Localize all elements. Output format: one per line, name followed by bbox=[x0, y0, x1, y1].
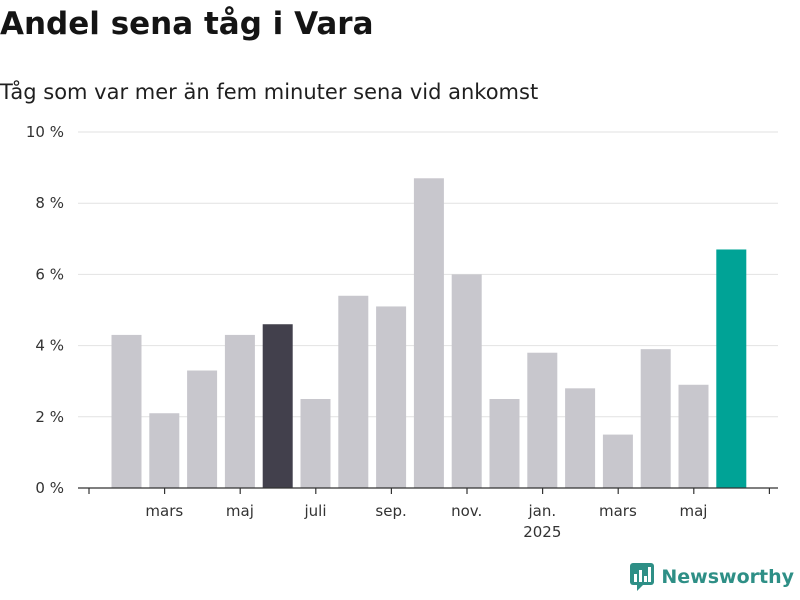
bar bbox=[111, 334, 142, 488]
bar bbox=[262, 324, 293, 488]
y-tick-label: 8 % bbox=[35, 194, 64, 212]
chart-title: Andel sena tåg i Vara bbox=[0, 6, 374, 42]
x-year-label: 2025 bbox=[523, 523, 561, 541]
x-tick-label: juli bbox=[303, 502, 326, 520]
y-axis: 0 % 2 % 4 % 6 % 8 % 10 % bbox=[26, 123, 64, 497]
bars bbox=[111, 178, 747, 488]
bar bbox=[413, 178, 444, 488]
y-tick-label: 0 % bbox=[35, 479, 64, 497]
x-tick-label: nov. bbox=[451, 502, 482, 520]
y-tick-label: 2 % bbox=[35, 408, 64, 426]
bar bbox=[300, 399, 331, 488]
y-tick-label: 6 % bbox=[35, 265, 64, 283]
bar bbox=[640, 349, 671, 488]
x-axis: mars maj juli sep. nov. jan. mars maj 2025 bbox=[78, 487, 778, 541]
bar bbox=[338, 295, 369, 488]
bar bbox=[376, 306, 407, 488]
bar bbox=[149, 413, 180, 488]
bar bbox=[678, 384, 709, 488]
bar bbox=[489, 399, 520, 488]
x-tick-label: mars bbox=[599, 502, 637, 520]
y-tick-label: 10 % bbox=[26, 123, 64, 141]
bar bbox=[602, 434, 633, 488]
x-tick-label: jan. bbox=[527, 502, 556, 520]
x-tick-label: mars bbox=[145, 502, 183, 520]
bar bbox=[527, 352, 558, 488]
bar bbox=[565, 388, 596, 488]
bar bbox=[187, 370, 218, 488]
y-tick-label: 4 % bbox=[35, 337, 64, 355]
bar bbox=[451, 274, 482, 488]
bar bbox=[716, 249, 747, 488]
x-tick-label: maj bbox=[226, 502, 254, 520]
chart-subtitle: Tåg som var mer än fem minuter sena vid … bbox=[0, 80, 539, 104]
bar bbox=[224, 334, 255, 488]
brand-logo: Newsworthy bbox=[629, 562, 794, 592]
brand-name: Newsworthy bbox=[661, 566, 794, 588]
x-tick-label: maj bbox=[680, 502, 708, 520]
x-tick-label: sep. bbox=[375, 502, 406, 520]
newsworthy-icon bbox=[630, 563, 655, 591]
